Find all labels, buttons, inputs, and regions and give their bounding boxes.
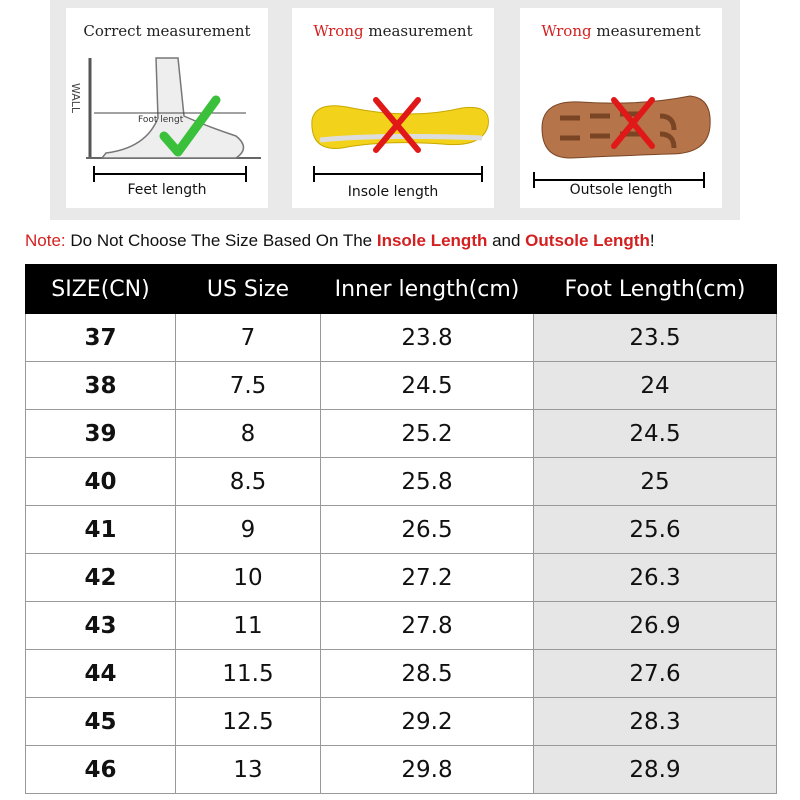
table-cell: 8: [175, 409, 321, 458]
panel-title-emphasis: Wrong: [313, 22, 364, 40]
insole-panel: Wrong measurement Insole length: [292, 8, 494, 208]
outsole-illustration: [533, 95, 711, 188]
outsole-panel: Wrong measurement Outsole length: [520, 8, 722, 208]
table-row: 42 10 27.2 26.3: [25, 553, 777, 602]
table-cell: 28.5: [320, 649, 534, 698]
note-part: Do Not Choose The Size Based On The: [65, 231, 377, 250]
table-cell: 25: [533, 457, 777, 506]
table-cell: 25.8: [320, 457, 534, 506]
table-cell: 46: [25, 745, 176, 794]
panel-caption: Feet length: [127, 182, 207, 198]
table-row: 37 7 23.8 23.5: [25, 313, 777, 362]
table-cell: 27.8: [320, 601, 534, 650]
wall-label: WALL: [69, 83, 82, 114]
table-cell: 28.3: [533, 697, 777, 746]
table-cell: 38: [25, 361, 176, 410]
header-cell: Foot Length(cm): [533, 264, 777, 314]
note: Note: Do Not Choose The Size Based On Th…: [25, 231, 655, 251]
table-cell: 25.2: [320, 409, 534, 458]
panel-title: Correct measurement: [83, 22, 251, 40]
panel-title-rest: measurement: [368, 22, 473, 40]
table-cell: 40: [25, 457, 176, 506]
table-row: 39 8 25.2 24.5: [25, 409, 777, 458]
panel-caption: Insole length: [347, 184, 439, 200]
table-cell: 8.5: [175, 457, 321, 506]
panel-title: Wrong measurement: [292, 22, 494, 40]
table-cell: 13: [175, 745, 321, 794]
header-cell: Inner length(cm): [320, 264, 534, 314]
table-cell: 26.5: [320, 505, 534, 554]
table-row: 38 7.5 24.5 24: [25, 361, 777, 410]
table-cell: 28.9: [533, 745, 777, 794]
panel-title: Wrong measurement: [520, 22, 722, 40]
table-cell: 42: [25, 553, 176, 602]
note-part: Note:: [25, 231, 66, 250]
header-cell: US Size: [175, 264, 321, 314]
table-cell: 43: [25, 601, 176, 650]
table-row: 46 13 29.8 28.9: [25, 745, 777, 794]
foot-illustration: WALL Foot lengt: [69, 57, 261, 182]
header-row: SIZE(CN) US Size Inner length(cm) Foot Leng…: [25, 264, 777, 314]
table-row: 44 11.5 28.5 27.6: [25, 649, 777, 698]
table-cell: 23.5: [533, 313, 777, 362]
table-cell: 29.2: [320, 697, 534, 746]
table-cell: 24: [533, 361, 777, 410]
table-cell: 45: [25, 697, 176, 746]
table-cell: 7.5: [175, 361, 321, 410]
table-cell: 7: [175, 313, 321, 362]
table-cell: 10: [175, 553, 321, 602]
note-part: and: [487, 231, 526, 250]
panel-title-emphasis: Wrong: [541, 22, 592, 40]
table-row: 43 11 27.8 26.9: [25, 601, 777, 650]
size-table: SIZE(CN) US Size Inner length(cm) Foot Leng…: [25, 264, 777, 794]
correct-panel: WALL Foot lengt Correct measurement Feet…: [66, 8, 268, 208]
table-cell: 37: [25, 313, 176, 362]
table-cell: 44: [25, 649, 176, 698]
table-row: 45 12.5 29.2 28.3: [25, 697, 777, 746]
table-cell: 23.8: [320, 313, 534, 362]
table-cell: 26.9: [533, 601, 777, 650]
table-cell: 41: [25, 505, 176, 554]
table-cell: 27.2: [320, 553, 534, 602]
table-cell: 25.6: [533, 505, 777, 554]
table-cell: 27.6: [533, 649, 777, 698]
table-cell: 9: [175, 505, 321, 554]
illustration-label: Foot lengt: [138, 115, 184, 125]
table-row: 41 9 26.5 25.6: [25, 505, 777, 554]
insole-illustration: [311, 97, 489, 182]
table-cell: 29.8: [320, 745, 534, 794]
table-row: 40 8.5 25.8 25: [25, 457, 777, 506]
note-part: Insole Length: [376, 231, 488, 250]
table-cell: 11.5: [175, 649, 321, 698]
table-cell: 12.5: [175, 697, 321, 746]
panel-title-rest: measurement: [596, 22, 701, 40]
note-part: Outsole Length: [525, 231, 650, 250]
note-part: !: [649, 231, 655, 250]
table-cell: 24.5: [320, 361, 534, 410]
table-cell: 39: [25, 409, 176, 458]
panel-caption: Outsole length: [569, 182, 673, 198]
table-cell: 11: [175, 601, 321, 650]
table-cell: 26.3: [533, 553, 777, 602]
table-cell: 24.5: [533, 409, 777, 458]
header-cell: SIZE(CN): [25, 264, 176, 314]
